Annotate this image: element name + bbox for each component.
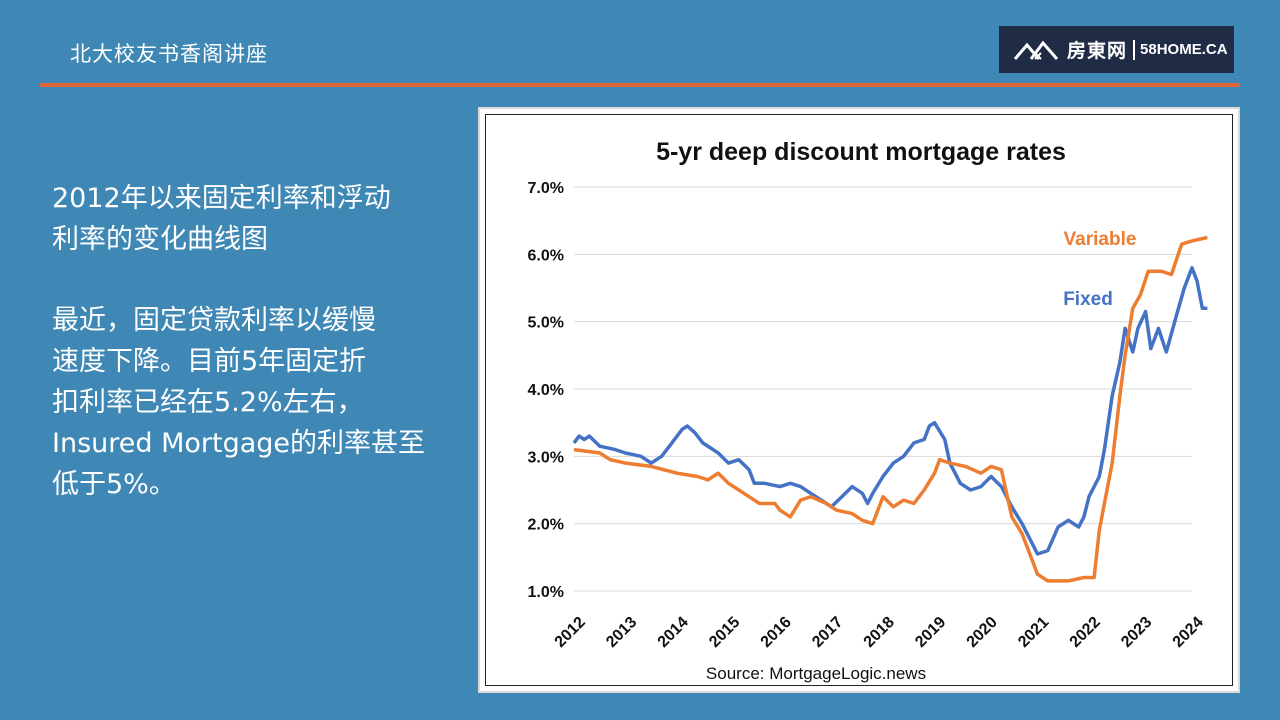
x-tick-label: 2015: [706, 614, 743, 651]
y-tick-label: 2.0%: [528, 517, 564, 534]
x-tick-label: 2022: [1067, 614, 1104, 651]
x-tick-label: 2017: [809, 614, 846, 651]
body-line: 扣利率已经在5.2%左右，: [52, 387, 364, 418]
body-line: 速度下降。目前5年固定折: [52, 346, 367, 377]
body-line: 低于5%。: [52, 469, 176, 500]
x-tick-label: 2020: [964, 614, 1001, 651]
x-tick-label: 2021: [1015, 614, 1052, 651]
x-tick-label: 2018: [861, 614, 898, 651]
heading-line: 利率的变化曲线图: [52, 224, 268, 255]
x-tick-label: 2019: [912, 614, 949, 651]
series-label-variable: Variable: [1064, 229, 1137, 250]
heading-line: 2012年以来固定利率和浮动: [52, 183, 391, 214]
brand-logo[interactable]: 房東网 58HOME.CA: [999, 26, 1234, 73]
body-line: 最近，固定贷款利率以缓慢: [52, 305, 376, 336]
page-header-title: 北大校友书香阁讲座: [70, 42, 268, 66]
x-tick-label: 2013: [603, 614, 640, 651]
logo-name-cn: 房東网: [1067, 40, 1128, 62]
series-label-fixed: Fixed: [1063, 289, 1113, 310]
logo-name-en: 58HOME.CA: [1140, 41, 1228, 58]
y-tick-label: 6.0%: [528, 247, 564, 264]
chart-source: Source: MortgageLogic.news: [706, 664, 926, 683]
x-tick-label: 2014: [655, 614, 692, 651]
series-line-fixed: [572, 266, 1208, 556]
header-divider: [40, 83, 1240, 87]
y-tick-label: 5.0%: [528, 315, 564, 332]
logo-separator: [1133, 39, 1136, 60]
chart-title: 5-yr deep discount mortgage rates: [656, 138, 1066, 166]
x-tick-label: 2012: [552, 614, 589, 651]
mortgage-rate-chart: 5-yr deep discount mortgage rates Source…: [528, 138, 1208, 683]
x-tick-label: 2016: [758, 614, 795, 651]
y-tick-label: 3.0%: [528, 449, 564, 466]
y-tick-label: 4.0%: [528, 382, 564, 399]
x-tick-label: 2023: [1118, 614, 1155, 651]
house-roof-logo-icon: [1013, 40, 1059, 60]
y-tick-label: 1.0%: [528, 584, 564, 601]
y-tick-label: 7.0%: [528, 180, 564, 197]
x-tick-label: 2024: [1170, 614, 1207, 651]
chart-frame: 5-yr deep discount mortgage rates Source…: [478, 107, 1240, 693]
description-text: 2012年以来固定利率和浮动 利率的变化曲线图 最近，固定贷款利率以缓慢 速度下…: [52, 178, 452, 505]
series-line-variable: [573, 235, 1208, 583]
body-line: Insured Mortgage的利率甚至: [52, 428, 426, 459]
